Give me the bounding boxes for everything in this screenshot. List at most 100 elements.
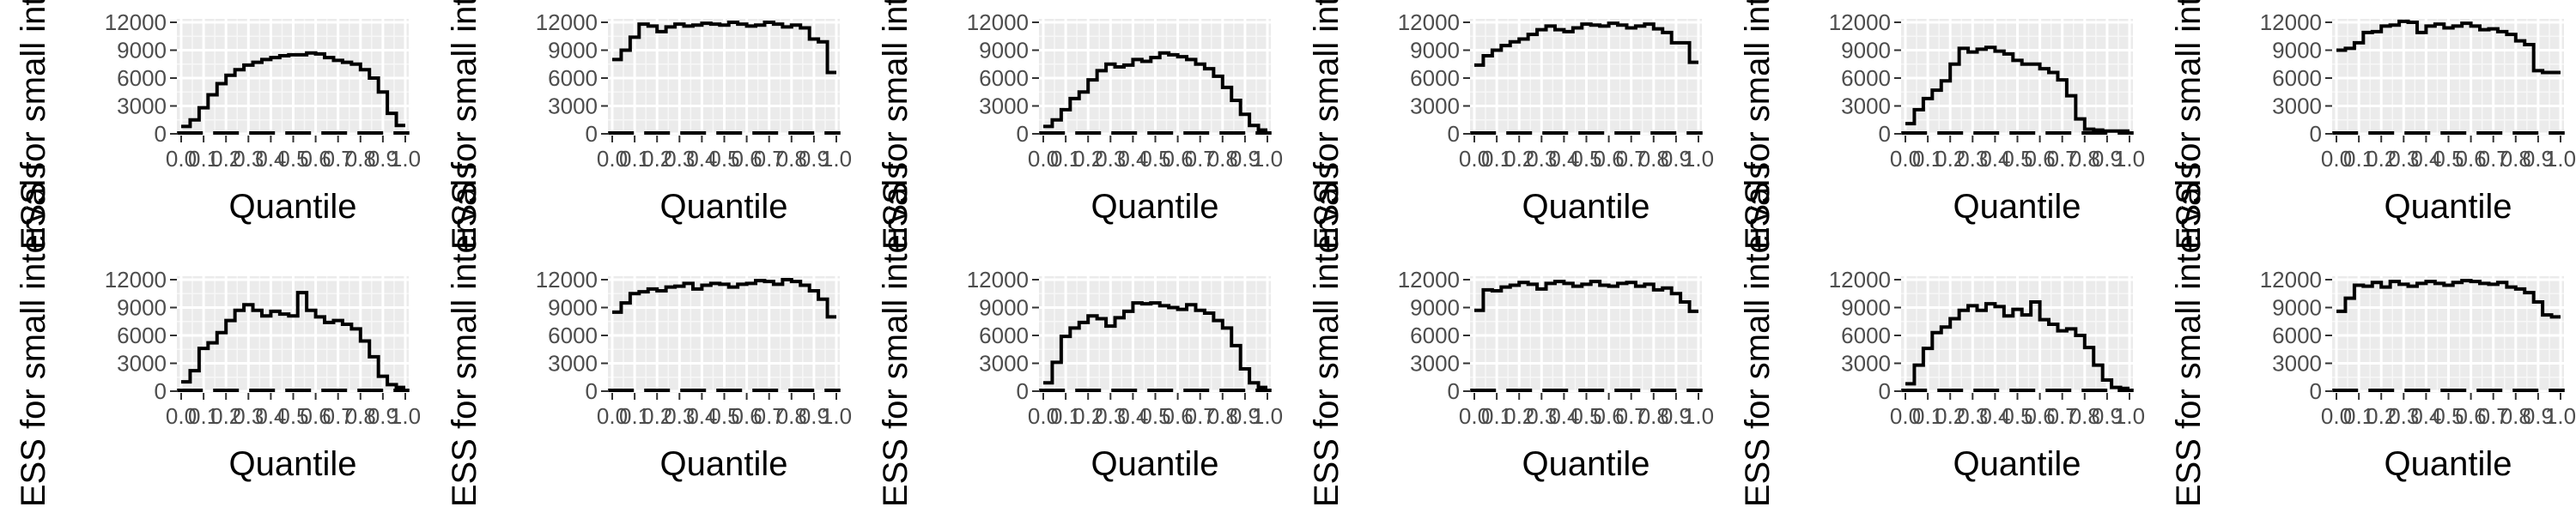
chart-panel-4: 0300060009000120000.00.10.20.30.40.50.60…: [1308, 0, 1714, 250]
x-axis-title: Quantile: [1953, 188, 2081, 226]
y-tick-label: 3000: [548, 351, 598, 377]
x-tick-label: 1.0: [2545, 403, 2576, 429]
chart-panel-6: 0300060009000120000.00.10.20.30.40.50.60…: [2170, 0, 2576, 250]
chart-panel-10: 0300060009000120000.00.10.20.30.40.50.60…: [1308, 162, 1714, 507]
y-tick-label: 3000: [1841, 94, 1891, 119]
y-axis-title: ESS for small intervals: [1308, 162, 1346, 507]
x-axis-title: Quantile: [1091, 445, 1219, 483]
y-tick-label: 3000: [2272, 351, 2322, 377]
y-tick-label: 6000: [117, 323, 167, 348]
y-tick-label: 0: [155, 378, 167, 404]
chart-panel-3: 0300060009000120000.00.10.20.30.40.50.60…: [877, 0, 1283, 250]
x-axis-title: Quantile: [2385, 445, 2512, 483]
chart-panel-9: 0300060009000120000.00.10.20.30.40.50.60…: [877, 162, 1283, 507]
x-tick-label: 1.0: [1683, 146, 1714, 172]
y-tick-label: 6000: [1841, 323, 1891, 348]
y-tick-label: 6000: [1410, 323, 1460, 348]
y-tick-label: 0: [1448, 378, 1460, 404]
chart-panel-5: 0300060009000120000.00.10.20.30.40.50.60…: [1739, 0, 2145, 250]
y-tick-label: 3000: [548, 94, 598, 119]
y-axis-title: ESS for small intervals: [877, 162, 914, 507]
y-tick-label: 0: [1017, 121, 1029, 147]
y-tick-label: 9000: [548, 38, 598, 63]
y-tick-label: 9000: [117, 38, 167, 63]
y-tick-label: 3000: [1841, 351, 1891, 377]
y-tick-label: 6000: [979, 65, 1029, 91]
y-tick-label: 0: [586, 378, 598, 404]
y-tick-label: 3000: [117, 351, 167, 377]
y-tick-label: 0: [1879, 121, 1891, 147]
y-tick-label: 12000: [105, 267, 167, 293]
y-axis-title: ESS for small intervals: [2170, 162, 2208, 507]
x-axis-title: Quantile: [229, 445, 357, 483]
x-tick-label: 1.0: [2545, 146, 2576, 172]
y-axis-title: ESS for small intervals: [446, 162, 483, 507]
y-tick-label: 12000: [1829, 9, 1891, 35]
y-tick-label: 12000: [967, 9, 1029, 35]
y-tick-label: 12000: [2260, 9, 2322, 35]
y-axis-title: ESS for small intervals: [1739, 162, 1777, 507]
x-tick-label: 1.0: [390, 146, 421, 172]
y-tick-label: 12000: [1398, 267, 1460, 293]
x-axis-title: Quantile: [229, 188, 357, 226]
y-tick-label: 9000: [1410, 295, 1460, 321]
y-tick-label: 3000: [979, 351, 1029, 377]
chart-panel-11: 0300060009000120000.00.10.20.30.40.50.60…: [1739, 162, 2145, 507]
y-tick-label: 0: [586, 121, 598, 147]
y-tick-label: 0: [2310, 378, 2322, 404]
x-tick-label: 1.0: [2114, 146, 2145, 172]
y-tick-label: 12000: [2260, 267, 2322, 293]
y-tick-label: 6000: [2272, 323, 2322, 348]
y-tick-label: 9000: [548, 295, 598, 321]
y-tick-label: 0: [1448, 121, 1460, 147]
x-axis-title: Quantile: [1522, 188, 1650, 226]
y-tick-label: 6000: [548, 323, 598, 348]
x-axis-title: Quantile: [660, 188, 788, 226]
y-tick-label: 3000: [1410, 351, 1460, 377]
chart-panel-2: 0300060009000120000.00.10.20.30.40.50.60…: [446, 0, 852, 250]
y-tick-label: 3000: [117, 94, 167, 119]
y-tick-label: 0: [1017, 378, 1029, 404]
x-tick-label: 1.0: [1252, 403, 1283, 429]
chart-panel-12: 0300060009000120000.00.10.20.30.40.50.60…: [2170, 162, 2576, 507]
x-tick-label: 1.0: [1252, 146, 1283, 172]
y-tick-label: 9000: [2272, 38, 2322, 63]
y-tick-label: 9000: [979, 38, 1029, 63]
y-tick-label: 6000: [2272, 65, 2322, 91]
x-axis-title: Quantile: [2385, 188, 2512, 226]
x-axis-title: Quantile: [1522, 445, 1650, 483]
y-tick-label: 3000: [1410, 94, 1460, 119]
y-tick-label: 9000: [1841, 295, 1891, 321]
y-tick-label: 0: [2310, 121, 2322, 147]
x-axis-title: Quantile: [1091, 188, 1219, 226]
y-tick-label: 12000: [536, 267, 598, 293]
x-tick-label: 1.0: [1683, 403, 1714, 429]
x-tick-label: 1.0: [2114, 403, 2145, 429]
y-tick-label: 0: [1879, 378, 1891, 404]
chart-panel-8: 0300060009000120000.00.10.20.30.40.50.60…: [446, 162, 852, 507]
chart-panel-1: 0300060009000120000.00.10.20.30.40.50.60…: [15, 0, 421, 250]
y-tick-label: 3000: [2272, 94, 2322, 119]
y-tick-label: 12000: [967, 267, 1029, 293]
y-tick-label: 12000: [105, 9, 167, 35]
x-axis-title: Quantile: [660, 445, 788, 483]
y-tick-label: 12000: [536, 9, 598, 35]
y-tick-label: 6000: [117, 65, 167, 91]
y-tick-label: 0: [155, 121, 167, 147]
x-tick-label: 1.0: [821, 146, 852, 172]
y-tick-label: 9000: [117, 295, 167, 321]
y-tick-label: 12000: [1398, 9, 1460, 35]
y-tick-label: 12000: [1829, 267, 1891, 293]
y-tick-label: 9000: [1841, 38, 1891, 63]
y-tick-label: 6000: [548, 65, 598, 91]
x-tick-label: 1.0: [390, 403, 421, 429]
y-tick-label: 9000: [979, 295, 1029, 321]
x-tick-label: 1.0: [821, 403, 852, 429]
x-axis-title: Quantile: [1953, 445, 2081, 483]
y-axis-title: ESS for small intervals: [15, 162, 52, 507]
chart-panel-7: 0300060009000120000.00.10.20.30.40.50.60…: [15, 162, 421, 507]
y-tick-label: 9000: [1410, 38, 1460, 63]
y-tick-label: 3000: [979, 94, 1029, 119]
